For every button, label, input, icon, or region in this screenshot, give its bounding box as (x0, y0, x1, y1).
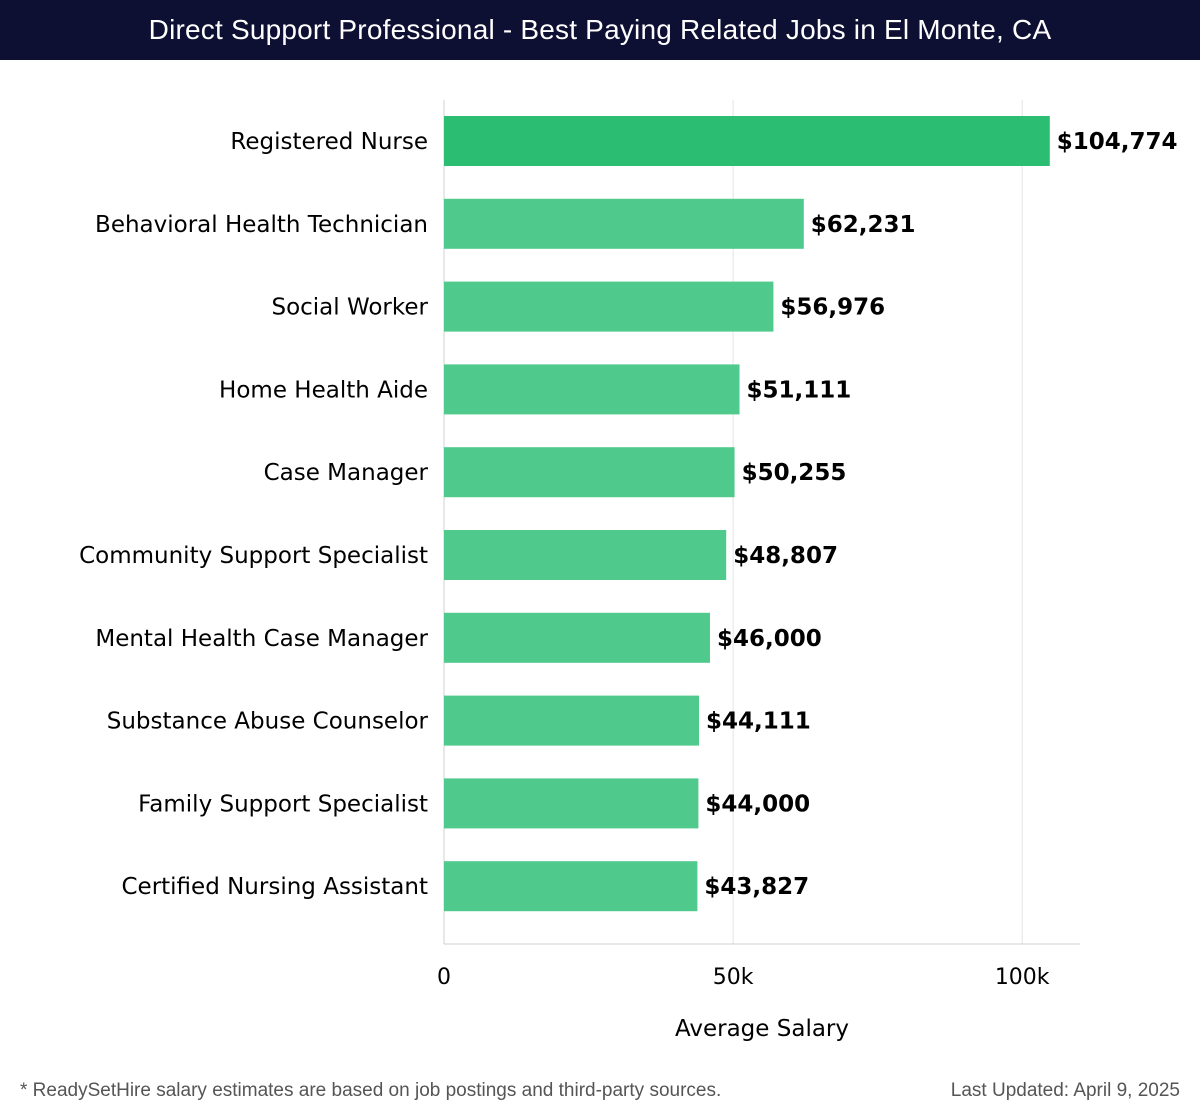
x-tick-label: 100k (995, 965, 1050, 990)
value-label: $62,231 (811, 212, 916, 238)
value-label: $50,255 (742, 460, 847, 486)
category-label: Home Health Aide (219, 377, 428, 403)
bar (444, 778, 699, 829)
category-label: Community Support Specialist (79, 543, 428, 569)
category-label: Case Manager (264, 460, 429, 486)
last-updated: Last Updated: April 9, 2025 (950, 1080, 1180, 1101)
value-label: $48,807 (733, 543, 838, 569)
bar (444, 447, 735, 498)
x-tick-label: 0 (437, 965, 451, 990)
x-tick-label: 50k (713, 965, 754, 990)
value-label: $104,774 (1057, 129, 1178, 155)
category-label: Mental Health Case Manager (95, 626, 428, 652)
category-label: Certified Nursing Assistant (121, 874, 428, 900)
value-label: $56,976 (780, 295, 885, 321)
bar (444, 198, 804, 249)
category-label: Family Support Specialist (138, 791, 428, 817)
x-axis-label: Average Salary (675, 1016, 849, 1042)
category-label: Substance Abuse Counselor (107, 709, 429, 735)
value-label: $43,827 (704, 874, 809, 900)
bar (444, 364, 740, 415)
category-label: Social Worker (271, 295, 428, 321)
value-label: $46,000 (717, 626, 822, 652)
bar (444, 281, 774, 332)
chart-title: Direct Support Professional - Best Payin… (148, 14, 1052, 45)
chart-header: Direct Support Professional - Best Payin… (0, 0, 1200, 60)
category-label: Registered Nurse (230, 129, 428, 155)
value-label: $44,111 (706, 709, 811, 735)
footer-note: * ReadySetHire salary estimates are base… (20, 1080, 722, 1101)
value-label: $51,111 (747, 377, 852, 403)
bar (444, 530, 727, 580)
salary-bar-chart: Registered Nurse $104,774 Behavioral Healt… (79, 100, 1178, 1042)
bar (444, 861, 698, 912)
bar (444, 695, 700, 746)
bar (444, 116, 1050, 166)
value-label: $44,000 (705, 791, 810, 817)
category-label: Behavioral Health Technician (95, 212, 428, 238)
bar (444, 612, 710, 663)
